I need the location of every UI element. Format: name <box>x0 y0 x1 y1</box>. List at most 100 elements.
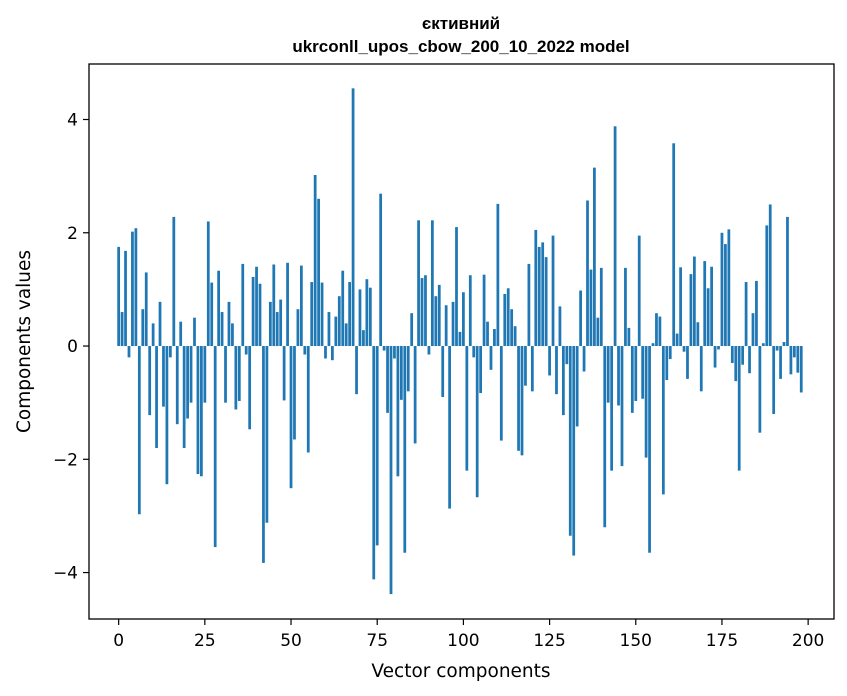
x-tick-label: 175 <box>706 631 738 651</box>
bar <box>137 346 141 515</box>
bar <box>420 278 424 347</box>
bar <box>527 263 531 347</box>
bar <box>124 250 127 347</box>
x-tick-label: 125 <box>533 631 565 651</box>
bar <box>524 346 527 386</box>
bar <box>413 346 417 444</box>
bar <box>530 346 534 392</box>
bar <box>551 235 555 347</box>
bar <box>520 346 524 456</box>
bar <box>465 346 469 471</box>
bar <box>699 346 703 392</box>
y-axis-label: Components values <box>14 250 35 433</box>
bar <box>117 246 121 347</box>
bar <box>313 175 317 347</box>
bar <box>544 257 548 347</box>
bar <box>272 264 276 347</box>
bar <box>789 346 793 375</box>
bar <box>772 346 776 414</box>
bar <box>162 346 165 407</box>
bar <box>730 346 734 364</box>
bar <box>320 282 324 347</box>
bar <box>293 346 296 440</box>
bar <box>489 346 493 370</box>
bar <box>672 143 676 347</box>
bar <box>430 220 434 347</box>
bar <box>792 346 796 358</box>
bar <box>141 309 145 347</box>
bar <box>444 305 448 347</box>
bar <box>548 346 551 376</box>
bar <box>748 346 751 374</box>
bar <box>682 346 686 352</box>
bar <box>396 346 400 477</box>
bar <box>279 299 283 347</box>
bar <box>155 346 158 448</box>
bar <box>168 346 172 358</box>
bar <box>644 346 648 458</box>
bar <box>348 282 352 347</box>
bar <box>227 301 231 347</box>
bar <box>368 287 372 347</box>
bar <box>651 343 655 347</box>
bar <box>734 346 738 382</box>
bar <box>268 301 272 347</box>
bar <box>589 269 593 347</box>
bar <box>337 296 341 347</box>
bar <box>637 235 641 347</box>
chart-title-line-2: ukrconll_upos_cbow_200_10_2022 model <box>292 37 629 56</box>
bar <box>641 346 645 399</box>
bar <box>362 330 365 347</box>
bar <box>186 346 189 419</box>
bar <box>410 313 414 347</box>
bar <box>344 323 348 347</box>
bar <box>493 329 496 347</box>
bar <box>324 346 327 359</box>
bar <box>296 309 300 347</box>
bar <box>479 346 483 394</box>
bar <box>458 331 462 347</box>
bar <box>303 346 307 355</box>
bar <box>768 204 772 347</box>
bar <box>441 346 445 397</box>
x-tick-label: 150 <box>620 631 652 651</box>
bar <box>596 317 600 347</box>
bar <box>451 301 455 347</box>
bar <box>331 346 334 361</box>
bar <box>217 270 221 347</box>
bar <box>265 346 269 523</box>
bar <box>455 227 458 347</box>
bar <box>724 244 727 347</box>
bar <box>424 275 427 347</box>
bar <box>737 346 741 471</box>
bar <box>513 326 517 347</box>
bar <box>351 88 355 347</box>
bar <box>334 316 338 347</box>
bar <box>355 346 358 395</box>
bar <box>241 263 245 347</box>
x-tick-label: 75 <box>366 631 388 651</box>
bar <box>610 346 614 471</box>
bar <box>761 343 765 347</box>
bar <box>234 346 238 410</box>
bar <box>148 346 152 416</box>
bar <box>624 267 627 347</box>
bar <box>210 282 214 347</box>
bar <box>675 333 679 347</box>
bar <box>765 225 769 347</box>
y-tick-label: 0 <box>67 337 78 357</box>
bar <box>472 346 476 358</box>
bar <box>220 312 224 347</box>
bar <box>506 288 510 347</box>
bar <box>258 283 262 347</box>
bar <box>134 228 138 347</box>
bar <box>686 346 689 379</box>
bar <box>799 346 803 393</box>
bar <box>248 346 252 430</box>
y-tick-label: −4 <box>53 564 78 584</box>
bar <box>582 346 586 372</box>
bar <box>389 346 393 595</box>
bar <box>179 321 183 347</box>
bar <box>306 346 310 453</box>
bar <box>693 256 696 347</box>
